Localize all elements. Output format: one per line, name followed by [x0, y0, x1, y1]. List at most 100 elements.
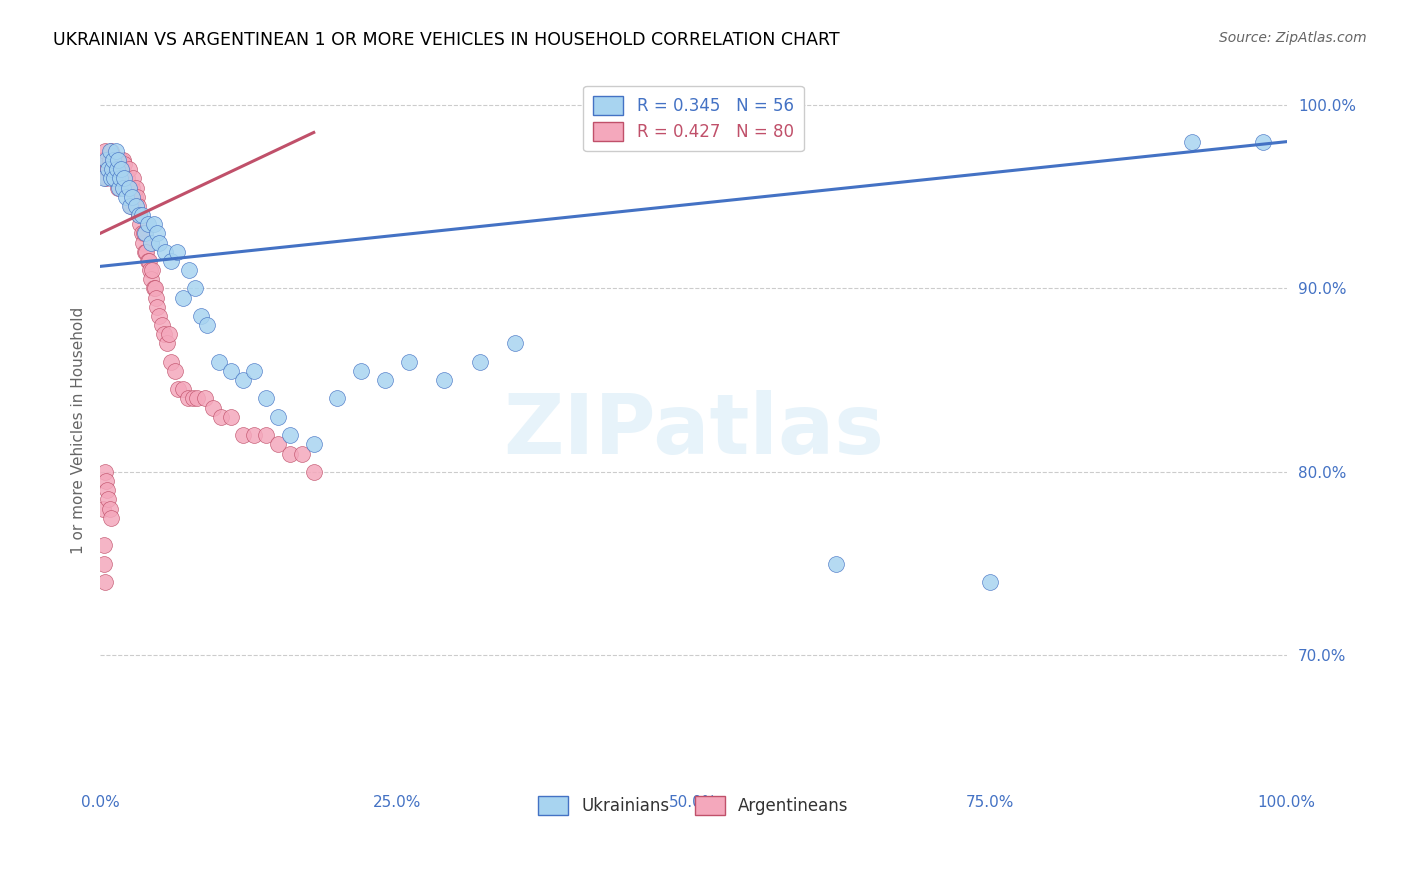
- Point: [208, 355, 231, 369]
- Point: [100, 510, 122, 524]
- Point: [115, 180, 138, 194]
- Point: [110, 162, 132, 177]
- Point: [254, 428, 277, 442]
- Point: [142, 281, 165, 295]
- Point: [96, 483, 118, 498]
- Point: [172, 382, 194, 396]
- Point: [302, 437, 325, 451]
- Point: [108, 162, 131, 177]
- Point: [291, 446, 314, 460]
- Point: [111, 180, 134, 194]
- Point: [1251, 135, 1274, 149]
- Point: [243, 364, 266, 378]
- Point: [433, 373, 456, 387]
- Point: [190, 309, 212, 323]
- Point: [100, 171, 122, 186]
- Point: [94, 171, 117, 186]
- Point: [141, 272, 163, 286]
- Point: [93, 171, 115, 186]
- Point: [302, 465, 325, 479]
- Point: [267, 437, 290, 451]
- Point: [132, 227, 155, 241]
- Point: [128, 208, 150, 222]
- Point: [398, 355, 420, 369]
- Point: [136, 217, 159, 231]
- Point: [186, 392, 208, 406]
- Point: [163, 364, 186, 378]
- Text: ZIPatlas: ZIPatlas: [503, 390, 884, 471]
- Point: [101, 153, 124, 167]
- Point: [91, 153, 114, 167]
- Point: [124, 189, 146, 203]
- Point: [209, 409, 232, 424]
- Point: [112, 156, 135, 170]
- Point: [219, 364, 242, 378]
- Point: [117, 162, 139, 177]
- Point: [94, 144, 117, 158]
- Point: [125, 180, 148, 194]
- Point: [195, 318, 218, 332]
- Point: [121, 189, 143, 203]
- Point: [97, 162, 120, 177]
- Point: [150, 318, 173, 332]
- Point: [98, 144, 121, 158]
- Point: [96, 162, 118, 177]
- Point: [103, 171, 125, 186]
- Point: [101, 162, 124, 177]
- Point: [112, 171, 135, 186]
- Point: [98, 501, 121, 516]
- Point: [101, 149, 124, 163]
- Point: [146, 227, 169, 241]
- Point: [94, 574, 117, 589]
- Point: [117, 171, 139, 186]
- Point: [93, 557, 115, 571]
- Point: [138, 253, 160, 268]
- Point: [94, 474, 117, 488]
- Legend: Ukrainians, Argentineans: Ukrainians, Argentineans: [529, 786, 859, 825]
- Point: [110, 153, 132, 167]
- Point: [326, 392, 349, 406]
- Point: [179, 263, 201, 277]
- Point: [267, 409, 290, 424]
- Point: [105, 162, 128, 177]
- Point: [125, 189, 148, 203]
- Point: [93, 538, 115, 552]
- Point: [121, 180, 143, 194]
- Point: [148, 309, 170, 323]
- Point: [91, 501, 114, 516]
- Point: [141, 263, 163, 277]
- Point: [219, 409, 242, 424]
- Point: [181, 392, 204, 406]
- Point: [142, 217, 165, 231]
- Point: [94, 465, 117, 479]
- Point: [134, 244, 156, 259]
- Point: [157, 327, 180, 342]
- Point: [134, 227, 156, 241]
- Point: [97, 162, 120, 177]
- Point: [104, 162, 127, 177]
- Point: [1181, 135, 1204, 149]
- Point: [201, 401, 224, 415]
- Y-axis label: 1 or more Vehicles in Household: 1 or more Vehicles in Household: [72, 307, 86, 554]
- Point: [148, 235, 170, 250]
- Point: [278, 446, 301, 460]
- Point: [97, 492, 120, 507]
- Point: [122, 171, 145, 186]
- Text: UKRAINIAN VS ARGENTINEAN 1 OR MORE VEHICLES IN HOUSEHOLD CORRELATION CHART: UKRAINIAN VS ARGENTINEAN 1 OR MORE VEHIC…: [53, 31, 839, 49]
- Point: [94, 153, 117, 167]
- Point: [105, 153, 128, 167]
- Point: [146, 300, 169, 314]
- Text: Source: ZipAtlas.com: Source: ZipAtlas.com: [1219, 31, 1367, 45]
- Point: [505, 336, 527, 351]
- Point: [93, 153, 115, 167]
- Point: [127, 199, 149, 213]
- Point: [193, 392, 215, 406]
- Point: [139, 263, 162, 277]
- Point: [111, 153, 134, 167]
- Point: [132, 235, 155, 250]
- Point: [118, 199, 141, 213]
- Point: [979, 574, 1001, 589]
- Point: [155, 244, 177, 259]
- Point: [141, 235, 163, 250]
- Point: [107, 153, 129, 167]
